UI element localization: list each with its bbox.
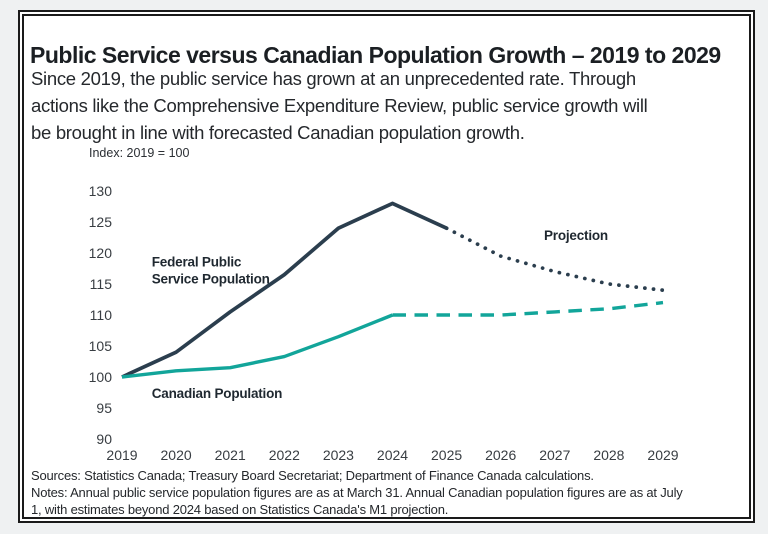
x-tick-label: 2024	[377, 447, 408, 463]
x-tick-label: 2019	[106, 447, 137, 463]
chart-footnotes: Sources: Statistics Canada; Treasury Boa…	[31, 468, 683, 518]
methodology-note-line: Notes: Annual public service population …	[31, 484, 683, 500]
description-line: Since 2019, the public service has grown…	[31, 68, 636, 89]
page-title: Public Service versus Canadian Populatio…	[30, 42, 721, 69]
x-tick-label: 2029	[647, 447, 678, 463]
y-tick-label: 115	[90, 276, 113, 292]
methodology-note-line: 1, with estimates beyond 2024 based on S…	[31, 501, 449, 517]
x-tick-label: 2022	[269, 447, 300, 463]
chart-card: Public Service versus Canadian Populatio…	[18, 10, 755, 523]
chart-description: Since 2019, the public service has grown…	[31, 65, 648, 146]
y-tick-label: 95	[96, 400, 112, 416]
sources-note: Sources: Statistics Canada; Treasury Boa…	[31, 468, 594, 483]
growth-chart: Index: 2019 = 100 90 95 100 105 110 115 120 125 1…	[89, 146, 679, 463]
x-tick-label: 2026	[485, 447, 516, 463]
annotation-label: Federal Public	[152, 255, 242, 270]
y-tick-label: 120	[89, 245, 113, 261]
y-tick-label: 130	[89, 183, 113, 199]
x-tick-label: 2027	[539, 447, 570, 463]
y-tick-label: 100	[89, 369, 113, 385]
index-note: Index: 2019 = 100	[89, 146, 189, 160]
annotation-label: Projection	[544, 228, 608, 243]
federal-public-service-actual-line	[121, 201, 448, 379]
description-line: actions like the Comprehensive Expenditu…	[31, 95, 648, 116]
x-tick-label: 2023	[323, 447, 354, 463]
canadian-population-projection-line	[392, 300, 664, 317]
x-tick-label: 2028	[593, 447, 624, 463]
x-tick-label: 2025	[431, 447, 462, 463]
federal-public-service-projection-line	[444, 226, 665, 293]
y-tick-label: 105	[89, 338, 113, 354]
annotation-label: Service Population	[152, 272, 270, 287]
x-tick-label: 2020	[161, 447, 192, 463]
y-tick-label: 90	[96, 431, 112, 447]
x-tick-label: 2021	[215, 447, 246, 463]
description-line: be brought in line with forecasted Canad…	[31, 122, 525, 143]
y-tick-label: 110	[90, 307, 113, 323]
y-tick-label: 125	[89, 214, 113, 230]
canadian-population-actual-line	[121, 313, 394, 379]
annotation-label: Canadian Population	[152, 386, 282, 401]
